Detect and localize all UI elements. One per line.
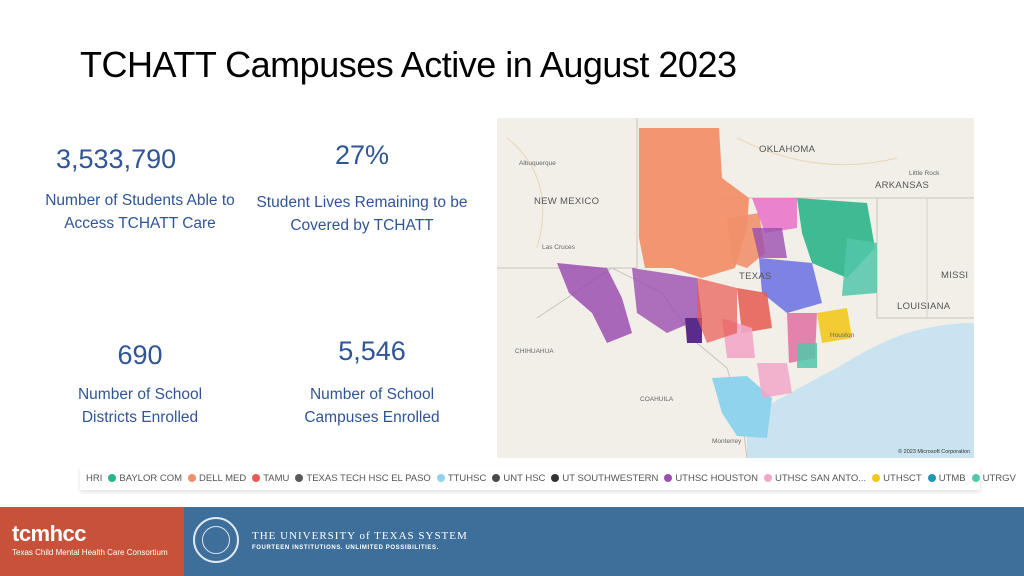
map-copyright: © 2023 Microsoft Corporation xyxy=(898,449,970,455)
legend-dot-icon xyxy=(872,474,881,482)
legend-dot-icon xyxy=(295,474,304,482)
legend-dot-icon xyxy=(551,474,560,482)
legend-dot-icon xyxy=(188,474,197,482)
legend-item[interactable]: TAMU xyxy=(252,473,289,484)
legend-item[interactable]: DELL MED xyxy=(188,473,246,484)
legend-item[interactable]: UTRGV xyxy=(971,472,1016,484)
legend-label: BAYLOR COM xyxy=(119,472,183,484)
map-label-mississippi: MISSI xyxy=(941,270,969,281)
legend-dot-icon xyxy=(764,474,773,482)
stat-remaining: 27% Student Lives Remaining to be Covere… xyxy=(252,140,472,237)
stat-districts-label: Number of School Districts Enrolled xyxy=(77,386,203,426)
map-legend: HRI BAYLOR COM DELL MED TAMU TEXAS TECH HSC … xyxy=(80,466,1016,490)
ut-system-name: THE UNIVERSITY of TEXAS SYSTEM xyxy=(252,530,468,542)
stat-students-value: 3,533,790 xyxy=(56,144,177,174)
map-label-coahuila: COAHUILA xyxy=(640,396,674,403)
page-title: TCHATT Campuses Active in August 2023 xyxy=(80,44,737,85)
map-label-albuquerque: Albuquerque xyxy=(519,160,556,167)
stat-remaining-label: Student Lives Remaining to be Covered by… xyxy=(256,194,468,234)
ut-system-tagline: FOURTEEN INSTITUTIONS. UNLIMITED POSSIBI… xyxy=(252,545,439,551)
map-graphic xyxy=(497,118,974,458)
legend-dot-icon xyxy=(436,474,445,482)
map-label-texas: TEXAS xyxy=(739,271,772,282)
stat-campuses-value: 5,546 xyxy=(338,336,406,366)
stat-students-label: Number of Students Able to Access TCHATT… xyxy=(45,192,235,232)
legend-label: UTMB xyxy=(938,472,966,484)
legend-item[interactable]: UTHSC HOUSTON xyxy=(664,473,758,484)
legend-label: TTUHSC xyxy=(447,472,487,484)
map-label-oklahoma: OKLAHOMA xyxy=(759,144,816,155)
stat-campuses: 5,546 Number of School Campuses Enrolled xyxy=(282,336,462,429)
map-label-new-mexico: NEW MEXICO xyxy=(534,196,600,207)
footer: tcmhcc Texas Child Mental Health Care Co… xyxy=(0,507,1024,576)
legend-label: UT SOUTHWESTERN xyxy=(562,472,659,484)
legend-item[interactable]: BAYLOR COM xyxy=(108,473,182,484)
map-label-louisiana: LOUISIANA xyxy=(897,301,951,312)
footer-brand-panel: tcmhcc Texas Child Mental Health Care Co… xyxy=(0,507,184,576)
stat-campuses-label: Number of School Campuses Enrolled xyxy=(304,386,440,426)
tcmhcc-subtitle: Texas Child Mental Health Care Consortiu… xyxy=(12,548,168,557)
tcmhcc-logo: tcmhcc xyxy=(12,521,87,546)
legend-dot-icon xyxy=(927,474,936,482)
map-label-little-rock: Little Rock xyxy=(909,170,940,177)
stat-districts: 690 Number of School Districts Enrolled xyxy=(55,340,225,429)
legend-label: UTRGV xyxy=(982,472,1016,484)
legend-dot-icon xyxy=(971,474,980,482)
legend-item[interactable]: TEXAS TECH HSC EL PASO xyxy=(295,472,431,484)
legend-item[interactable]: UNT HSC xyxy=(492,473,545,484)
legend-item[interactable]: UTHSC SAN ANTO... xyxy=(764,473,866,484)
legend-dot-icon xyxy=(664,474,673,482)
legend-label: DELL MED xyxy=(199,472,247,484)
map-label-houston: Houston xyxy=(830,332,855,339)
legend-label: UTHSC SAN ANTO... xyxy=(775,472,867,484)
legend-item[interactable]: UT SOUTHWESTERN xyxy=(551,473,658,484)
legend-label: UNT HSC xyxy=(503,472,546,484)
legend-item[interactable]: UTHSCT xyxy=(872,473,922,484)
stat-remaining-value: 27% xyxy=(334,140,390,170)
stat-students: 3,533,790 Number of Students Able to Acc… xyxy=(40,144,240,235)
map-label-monterrey: Monterrey xyxy=(712,438,742,445)
ut-seal-icon xyxy=(193,517,239,563)
legend-label: TAMU xyxy=(263,472,290,484)
map-label-las-cruces: Las Cruces xyxy=(542,244,575,251)
legend-item[interactable]: TTUHSC xyxy=(436,472,487,484)
legend-label: UTHSC HOUSTON xyxy=(675,472,759,484)
legend-dot-icon xyxy=(492,474,501,482)
legend-dot-icon xyxy=(108,474,117,482)
legend-label: UTHSCT xyxy=(883,472,922,484)
campus-map[interactable]: OKLAHOMA ARKANSAS NEW MEXICO TEXAS LOUIS… xyxy=(497,118,974,458)
map-label-chihuahua: CHIHUAHUA xyxy=(515,348,554,355)
legend-label: HRI xyxy=(86,472,103,484)
legend-label: TEXAS TECH HSC EL PASO xyxy=(306,472,431,484)
legend-item[interactable]: UTMB xyxy=(927,472,966,484)
map-label-arkansas: ARKANSAS xyxy=(875,180,930,191)
legend-item[interactable]: HRI xyxy=(86,473,102,484)
stat-districts-value: 690 xyxy=(117,340,163,370)
legend-dot-icon xyxy=(252,474,261,482)
